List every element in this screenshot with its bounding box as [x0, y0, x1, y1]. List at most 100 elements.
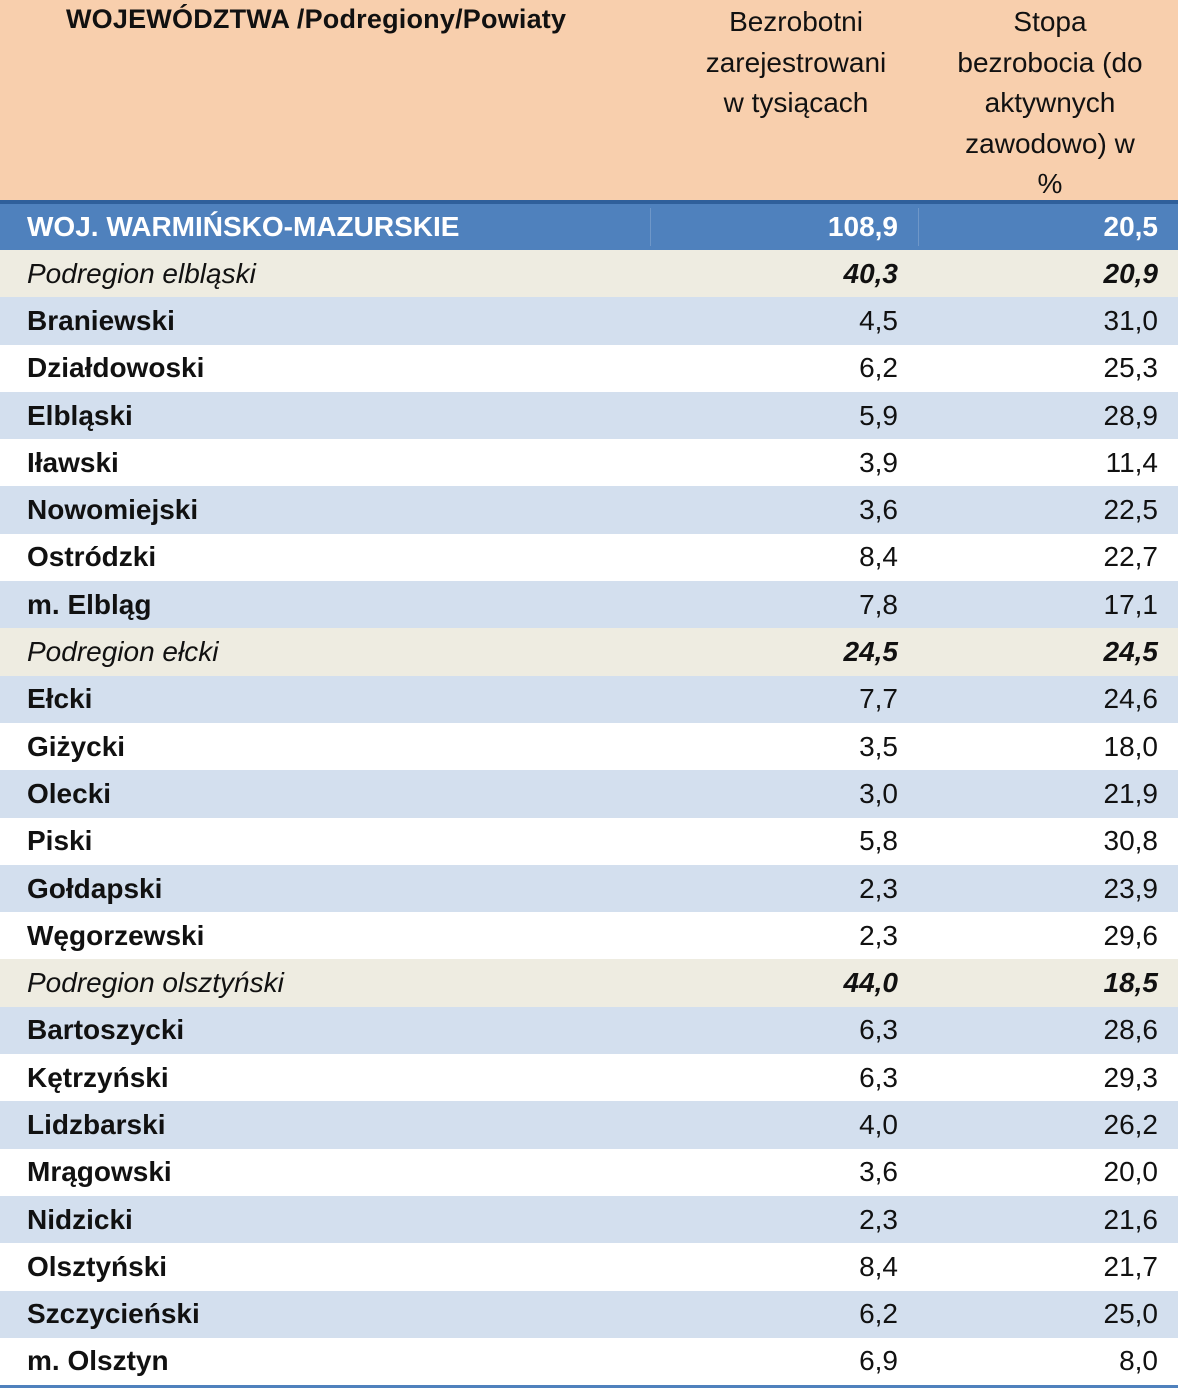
region-name-cell: Gołdapski: [27, 872, 163, 904]
rate-value-cell: 24,5: [1103, 636, 1159, 668]
header-rate-column: Stopa bezrobocia (do aktywnych zawodowo)…: [935, 2, 1165, 205]
region-name-cell: Nidzicki: [27, 1203, 133, 1235]
header-rate-line: Stopa: [1013, 6, 1087, 37]
region-name-cell: Podregion olsztyński: [27, 967, 284, 999]
rate-value-cell: 17,1: [1103, 588, 1159, 620]
unemployed-value-cell: 7,7: [859, 683, 898, 715]
unemployed-value-cell: 6,2: [859, 352, 898, 384]
rate-value-cell: 26,2: [1103, 1108, 1159, 1140]
region-name-cell: Szczycieński: [27, 1298, 200, 1330]
unemployed-value-cell: 3,6: [859, 494, 898, 526]
region-name-cell: Ostródzki: [27, 541, 157, 573]
unemployed-value-cell: 44,0: [843, 967, 899, 999]
region-name-cell: Mrągowski: [27, 1156, 172, 1188]
unemployed-value-cell: 6,3: [859, 1061, 898, 1093]
rate-value-cell: 25,3: [1103, 352, 1159, 384]
header-region-column: WOJEWÓDZTWA /Podregiony/Powiaty: [66, 4, 567, 34]
unemployed-value-cell: 8,4: [859, 1250, 898, 1282]
unemployed-value-cell: 24,5: [843, 636, 899, 668]
county-row: m. Elbląg 7,8 17,1: [0, 581, 1178, 629]
rate-value-cell: 30,8: [1103, 825, 1159, 857]
county-row: Gołdapski 2,3 23,9: [0, 864, 1178, 913]
unemployed-value-cell: 3,6: [859, 1156, 898, 1188]
column-separator: [650, 208, 651, 246]
county-row: Nidzicki 2,3 21,6: [0, 1195, 1178, 1244]
unemployed-value-cell: 3,9: [859, 446, 898, 478]
table-bottom-rule: [0, 1385, 1178, 1389]
voivodeship-row: WOJ. WARMIŃSKO-MAZURSKIE 108,9 20,5: [0, 200, 1178, 250]
region-name-cell: Działdowoski: [27, 352, 205, 384]
header-rate-line: zawodowo) w: [965, 127, 1135, 159]
rate-value-cell: 18,5: [1103, 967, 1159, 999]
header-unemployed-column: Bezrobotni zarejestrowani w tysiącach: [680, 2, 912, 124]
rate-value-cell: 22,7: [1103, 541, 1159, 573]
region-name-cell: Iławski: [27, 446, 119, 478]
header-rate-line: aktywnych: [984, 87, 1116, 118]
county-row: Mrągowski 3,6 20,0: [0, 1148, 1178, 1196]
header-unemployed-line: zarejestrowani: [705, 46, 887, 78]
region-name-cell: Węgorzewski: [27, 919, 205, 951]
county-row: Braniewski 4,5 31,0: [0, 297, 1178, 345]
region-name-cell: Olecki: [27, 777, 112, 809]
subregion-row: Podregion olsztyński 44,0 18,5: [0, 959, 1178, 1007]
region-name-cell: Olsztyński: [27, 1250, 168, 1282]
county-row: m. Olsztyn 6,9 8,0: [0, 1337, 1178, 1386]
region-name-cell: Giżycki: [27, 730, 126, 762]
county-row: Iławski 3,9 11,4: [0, 439, 1178, 487]
table-body: WOJ. WARMIŃSKO-MAZURSKIE 108,9 20,5 Podregi…: [0, 200, 1178, 1386]
unemployed-value-cell: 3,0: [859, 777, 898, 809]
column-separator: [918, 208, 919, 246]
region-name-cell: m. Olsztyn: [27, 1345, 169, 1377]
county-row: Kętrzyński 6,3 29,3: [0, 1054, 1178, 1102]
county-row: Działdowoski 6,2 25,3: [0, 344, 1178, 392]
unemployed-value-cell: 108,9: [827, 211, 898, 242]
unemployed-value-cell: 6,9: [859, 1345, 898, 1377]
unemployed-value-cell: 2,3: [859, 872, 898, 904]
unemployed-value-cell: 7,8: [859, 588, 898, 620]
unemployed-value-cell: 5,9: [859, 399, 898, 431]
region-name-cell: Piski: [27, 825, 93, 857]
region-name-cell: Nowomiejski: [27, 494, 199, 526]
unemployed-value-cell: 5,8: [859, 825, 898, 857]
county-row: Ostródzki 8,4 22,7: [0, 533, 1178, 582]
rate-value-cell: 28,6: [1103, 1014, 1159, 1046]
rate-value-cell: 20,5: [1103, 211, 1159, 242]
rate-value-cell: 31,0: [1103, 304, 1159, 336]
region-name-cell: Podregion ełcki: [27, 636, 219, 668]
region-name-cell: Ełcki: [27, 683, 93, 715]
header-unemployed-line: Bezrobotni: [729, 6, 863, 37]
subregion-row: Podregion elbląski 40,3 20,9: [0, 250, 1178, 298]
rate-value-cell: 29,3: [1103, 1061, 1159, 1093]
unemployed-value-cell: 4,5: [859, 304, 898, 336]
county-row: Ełcki 7,7 24,6: [0, 675, 1178, 723]
unemployed-value-cell: 2,3: [859, 1203, 898, 1235]
region-name-cell: WOJ. WARMIŃSKO-MAZURSKIE: [27, 211, 460, 242]
rate-value-cell: 11,4: [1105, 446, 1158, 478]
rate-value-cell: 21,7: [1103, 1250, 1159, 1282]
unemployed-value-cell: 40,3: [843, 257, 899, 289]
rate-value-cell: 18,0: [1103, 730, 1159, 762]
region-name-cell: Lidzbarski: [27, 1108, 166, 1140]
region-name-cell: Bartoszycki: [27, 1014, 185, 1046]
region-name-cell: m. Elbląg: [27, 588, 152, 620]
county-row: Nowomiejski 3,6 22,5: [0, 486, 1178, 534]
rate-value-cell: 21,9: [1103, 777, 1159, 809]
unemployed-value-cell: 3,5: [859, 730, 898, 762]
rate-value-cell: 22,5: [1103, 494, 1159, 526]
rate-value-cell: 23,9: [1103, 872, 1159, 904]
region-name-cell: Elbląski: [27, 399, 133, 431]
unemployed-value-cell: 6,3: [859, 1014, 898, 1046]
rate-value-cell: 20,9: [1103, 257, 1159, 289]
region-name-cell: Podregion elbląski: [27, 257, 256, 289]
rate-value-cell: 29,6: [1103, 919, 1159, 951]
unemployed-value-cell: 4,0: [859, 1108, 898, 1140]
header-rate-line: bezrobocia (do: [957, 46, 1143, 78]
rate-value-cell: 28,9: [1103, 399, 1159, 431]
header-rate-line: %: [1037, 168, 1063, 199]
county-row: Elbląski 5,9 28,9: [0, 391, 1178, 440]
county-row: Olecki 3,0 21,9: [0, 770, 1178, 818]
table-header: WOJEWÓDZTWA /Podregiony/Powiaty Bezrobot…: [0, 0, 1178, 200]
rate-value-cell: 24,6: [1103, 683, 1159, 715]
rate-value-cell: 20,0: [1103, 1156, 1159, 1188]
